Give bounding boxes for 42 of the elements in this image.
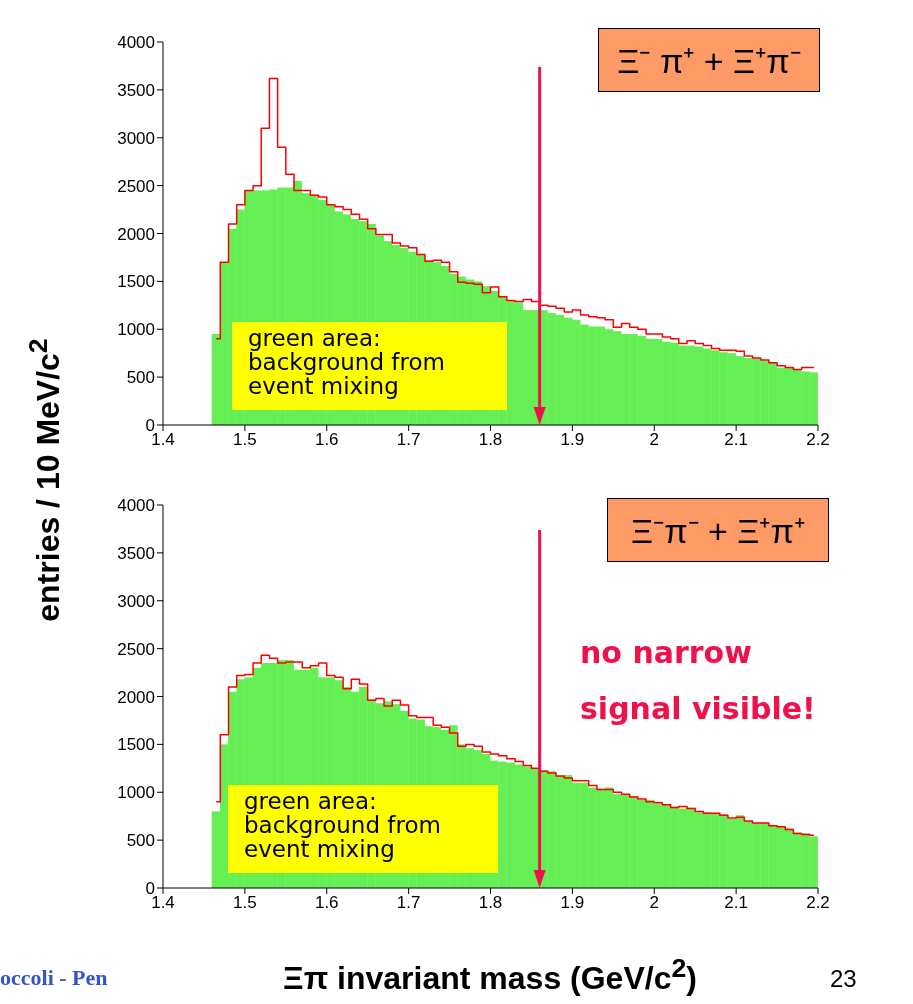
annotation: no narrow signal visible!	[580, 634, 817, 728]
y-tick-label: 500	[126, 368, 155, 388]
chart-title: Ξ⁻π⁻ + Ξ⁺π⁺	[607, 498, 829, 562]
y-tick-label: 2000	[117, 224, 155, 244]
y-tick-label: 3500	[117, 80, 155, 100]
y-tick-label: 1000	[117, 783, 155, 803]
y-tick-label: 1000	[117, 320, 155, 340]
y-tick-label: 2500	[117, 639, 155, 659]
x-tick-label: 1.9	[560, 430, 585, 450]
x-tick-label: 1.6	[314, 893, 339, 913]
x-tick-label: 1.5	[233, 893, 257, 913]
y-tick-label: 1500	[117, 735, 155, 755]
y-tick-label: 3000	[117, 128, 155, 148]
y-tick-label: 3000	[117, 591, 155, 611]
text: 23	[830, 965, 857, 993]
x-axis-title: Ξπ invariant mass (GeV/c$^{2}$)	[282, 953, 698, 997]
x-tick-label: 2.1	[724, 430, 748, 450]
y-tick-label: 2000	[117, 687, 155, 707]
x-tick-label: 1.7	[396, 430, 421, 450]
x-tick-label: 2.2	[806, 893, 830, 913]
x-tick-label: 1.5	[233, 430, 257, 450]
x-tick-label: 2	[649, 430, 659, 450]
x-tick-label: 1.9	[560, 893, 585, 913]
x-tick-label: 2.1	[724, 893, 748, 913]
y-tick-label: 1500	[117, 272, 155, 292]
y-tick-label: 500	[126, 831, 155, 851]
x-tick-label: 1.6	[314, 430, 339, 450]
x-tick-label: 1.7	[396, 893, 421, 913]
y-tick-label: 2500	[117, 176, 155, 196]
x-tick-label: 1.8	[478, 893, 503, 913]
x-tick-label: 1.4	[151, 430, 175, 450]
chart-title: Ξ⁻ π⁺ + Ξ⁺π⁻	[598, 28, 820, 92]
note-box: green area: background from event mixing	[228, 785, 498, 873]
x-tick-label: 1.8	[478, 430, 503, 450]
x-tick-label: 2.2	[806, 430, 830, 450]
y-tick-label: 4000	[117, 496, 155, 516]
y-tick-label: 4000	[117, 33, 155, 53]
x-tick-label: 1.4	[151, 893, 175, 913]
note-box: green area: background from event mixing	[232, 322, 507, 410]
x-tick-label: 2	[649, 893, 659, 913]
y-tick-label: 3500	[117, 543, 155, 563]
text: occoli - Pen	[0, 965, 108, 991]
